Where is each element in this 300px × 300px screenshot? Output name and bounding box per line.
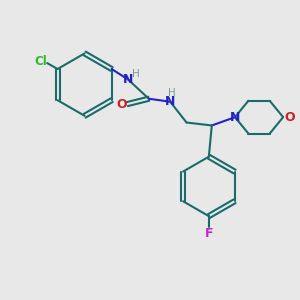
Text: H: H <box>132 69 140 79</box>
Text: N: N <box>165 95 175 108</box>
Text: N: N <box>123 73 133 86</box>
Text: N: N <box>230 111 240 124</box>
Text: F: F <box>205 227 213 240</box>
Text: O: O <box>284 111 295 124</box>
Text: O: O <box>116 98 127 111</box>
Text: Cl: Cl <box>34 55 47 68</box>
Text: H: H <box>168 88 176 98</box>
